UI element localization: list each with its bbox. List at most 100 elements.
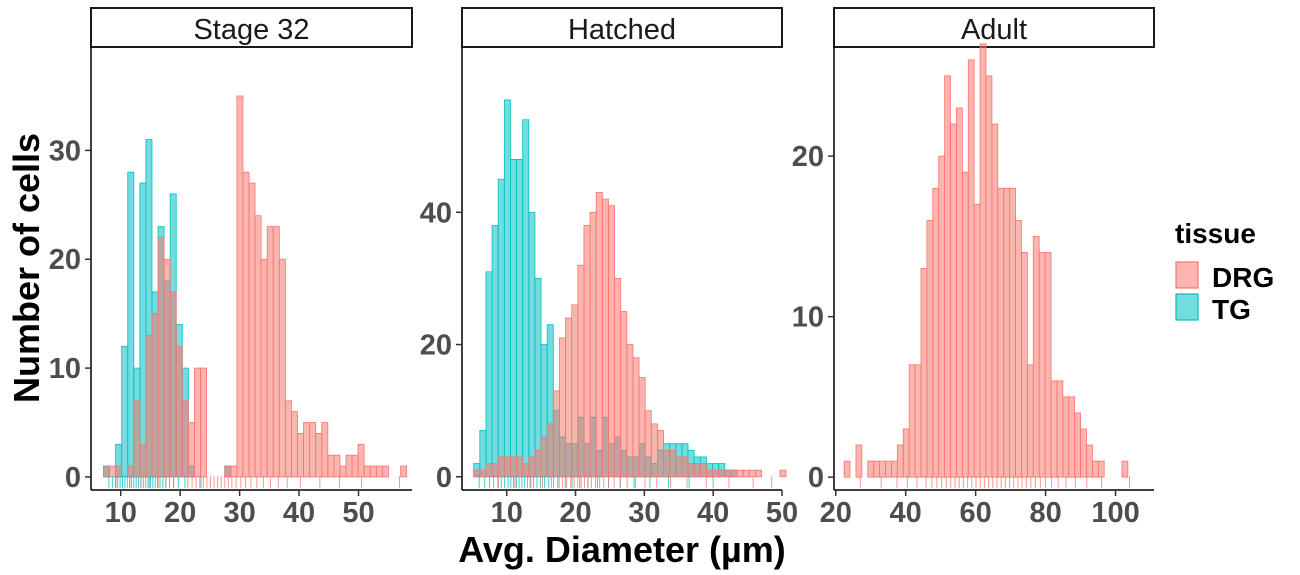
- bar-drg: [284, 400, 292, 478]
- bar-drg: [139, 443, 147, 478]
- x-ticks: 20 40 60 80 100: [820, 490, 1140, 529]
- bar-drg: [546, 423, 554, 478]
- bar-drg: [345, 454, 353, 478]
- bar-drg: [706, 469, 713, 478]
- bar-drg: [321, 422, 329, 478]
- bar-drg: [145, 335, 153, 478]
- bar-drg: [400, 465, 408, 478]
- panel-stage-32: Stage 32 10 20 30 40 50 0 10 20 30: [49, 7, 413, 529]
- bar-drg: [236, 95, 244, 478]
- bar-drg: [873, 460, 881, 478]
- bar-drg: [718, 469, 726, 478]
- legend-label-drg: DRG: [1212, 262, 1274, 293]
- bar-drg: [973, 203, 981, 478]
- bar-drg: [375, 465, 383, 478]
- bar-drg: [891, 460, 898, 478]
- bar-drg: [109, 465, 117, 478]
- bar-tg: [121, 345, 129, 478]
- bar-drg: [565, 317, 573, 478]
- x-tick-label: 50: [342, 497, 374, 529]
- panel-title: Stage 32: [193, 14, 309, 46]
- x-ticks: 10 20 30 40 50: [105, 490, 375, 529]
- bar-drg: [1003, 187, 1011, 478]
- bar-drg: [187, 422, 195, 478]
- x-tick-label: 40: [283, 497, 315, 529]
- strip-box: [90, 7, 413, 48]
- bar-tg: [503, 99, 511, 478]
- bar-drg: [638, 377, 646, 478]
- bar-tg: [534, 278, 542, 478]
- bar-drg: [944, 75, 951, 478]
- x-tick-label: 20: [820, 497, 852, 529]
- bar-drg: [200, 367, 207, 478]
- bar-drg: [632, 357, 640, 478]
- y-tick-label: 0: [65, 462, 81, 494]
- bar-drg: [1050, 380, 1058, 478]
- bar-drg: [169, 291, 177, 478]
- bar-drg: [736, 469, 744, 478]
- bar-drg: [620, 311, 628, 478]
- rug-layer: [859, 476, 1131, 488]
- y-axis-title: Number of cells: [6, 133, 47, 403]
- bar-drg: [595, 192, 603, 478]
- bar-drg: [896, 444, 904, 478]
- bar-drg: [1021, 252, 1028, 478]
- bar-drg: [272, 226, 280, 478]
- bar-drg: [902, 428, 910, 478]
- bar-drg: [528, 456, 536, 478]
- bar-drg: [571, 304, 579, 478]
- bar-drg: [589, 211, 597, 478]
- bars-layer: [103, 95, 408, 478]
- bar-drg: [242, 171, 250, 478]
- bar-drg: [369, 465, 377, 478]
- bar-drg: [1044, 252, 1052, 478]
- bar-drg: [381, 465, 389, 478]
- bar-drg: [742, 469, 750, 478]
- bar-drg: [908, 364, 916, 478]
- bar-drg: [248, 182, 256, 478]
- rug-layer: [478, 476, 773, 488]
- x-ticks: 10 20 30 40 50: [491, 490, 798, 529]
- bar-tg: [485, 271, 493, 478]
- bar-drg: [985, 75, 993, 478]
- bar-drg: [479, 469, 487, 478]
- bar-drg: [950, 123, 957, 478]
- bar-drg: [920, 268, 928, 478]
- bar-drg: [327, 454, 335, 478]
- bar-drg: [522, 463, 530, 478]
- bar-tg: [516, 158, 524, 478]
- bar-drg: [363, 465, 371, 478]
- bar-drg: [333, 454, 341, 478]
- legend-key-tg: [1175, 293, 1199, 321]
- bar-drg: [755, 469, 762, 478]
- bar-drg: [303, 422, 311, 478]
- bar-drg: [351, 454, 359, 478]
- bar-drg: [855, 444, 863, 478]
- bar-drg: [938, 155, 946, 478]
- y-tick-label: 10: [49, 353, 81, 385]
- bar-drg: [1086, 444, 1093, 478]
- bar-drg: [712, 469, 720, 478]
- bar-drg: [693, 463, 701, 478]
- bar-drg: [663, 449, 671, 478]
- bar-drg: [914, 364, 922, 478]
- x-tick-label: 10: [105, 497, 137, 529]
- bar-drg: [181, 400, 189, 478]
- bar-tg: [127, 171, 135, 478]
- bar-drg: [224, 465, 232, 478]
- bar-drg: [779, 469, 787, 478]
- bar-drg: [867, 460, 875, 478]
- bar-drg: [1062, 396, 1070, 478]
- panel-title: Adult: [961, 14, 1027, 46]
- bar-drg: [583, 225, 591, 478]
- bar-drg: [510, 456, 517, 478]
- bar-drg: [1032, 235, 1040, 478]
- rug-layer: [108, 476, 401, 488]
- y-ticks: 0 20 40: [420, 197, 462, 494]
- bar-tg: [528, 211, 536, 478]
- x-tick-label: 40: [890, 497, 922, 529]
- bar-drg: [485, 463, 493, 478]
- bar-drg: [1080, 428, 1087, 478]
- bar-drg: [1009, 187, 1016, 478]
